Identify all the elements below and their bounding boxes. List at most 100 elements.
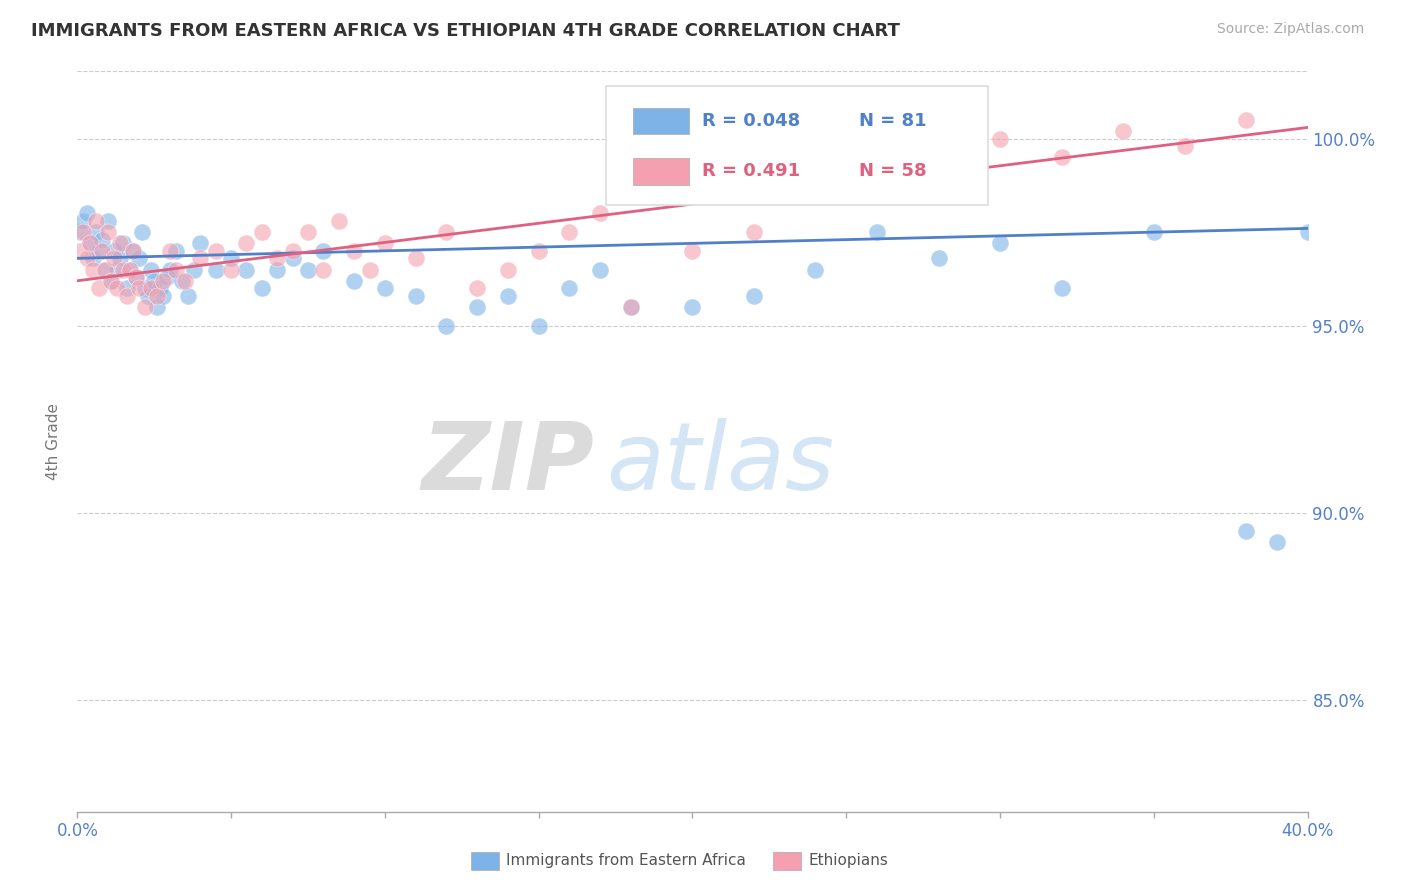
Point bbox=[1050, 281, 1073, 295]
Text: Ethiopians: Ethiopians bbox=[808, 854, 889, 868]
Point bbox=[281, 244, 304, 258]
Point bbox=[170, 274, 193, 288]
Point bbox=[204, 262, 226, 277]
Point bbox=[82, 252, 104, 266]
Point bbox=[128, 252, 150, 266]
Point bbox=[97, 225, 120, 239]
Point bbox=[103, 252, 125, 266]
Text: Immigrants from Eastern Africa: Immigrants from Eastern Africa bbox=[506, 854, 747, 868]
Point bbox=[1234, 524, 1257, 539]
Text: N = 58: N = 58 bbox=[859, 162, 927, 180]
Text: atlas: atlas bbox=[606, 418, 835, 509]
Point bbox=[1174, 139, 1197, 153]
Point bbox=[190, 252, 212, 266]
Point bbox=[112, 236, 135, 251]
Point bbox=[359, 262, 381, 277]
Point bbox=[76, 252, 98, 266]
Point bbox=[79, 236, 101, 251]
Point bbox=[121, 244, 143, 258]
Point bbox=[742, 225, 765, 239]
Point bbox=[558, 225, 581, 239]
Point bbox=[1265, 535, 1288, 549]
Point bbox=[94, 262, 117, 277]
Point bbox=[125, 270, 148, 285]
Point bbox=[152, 274, 174, 288]
Point bbox=[374, 236, 396, 251]
Point bbox=[250, 225, 273, 239]
Point bbox=[97, 214, 120, 228]
Point bbox=[146, 289, 169, 303]
Point bbox=[266, 252, 288, 266]
Y-axis label: 4th Grade: 4th Grade bbox=[46, 403, 62, 480]
Text: R = 0.491: R = 0.491 bbox=[703, 162, 800, 180]
Point bbox=[235, 236, 257, 251]
Point bbox=[143, 274, 166, 288]
Point bbox=[465, 281, 488, 295]
Point bbox=[465, 300, 488, 314]
Point bbox=[436, 318, 458, 333]
Point bbox=[527, 244, 550, 258]
Point bbox=[125, 270, 148, 285]
Point bbox=[118, 262, 141, 277]
Point bbox=[90, 244, 114, 258]
Point bbox=[69, 225, 91, 239]
Point bbox=[76, 206, 98, 220]
Point bbox=[527, 318, 550, 333]
Bar bbox=[634, 108, 689, 135]
Point bbox=[1112, 124, 1135, 138]
Point bbox=[118, 262, 141, 277]
Point bbox=[100, 274, 122, 288]
Point bbox=[72, 225, 94, 239]
Point bbox=[110, 236, 132, 251]
Point bbox=[405, 252, 427, 266]
Point bbox=[804, 262, 827, 277]
Point bbox=[804, 124, 827, 138]
Point bbox=[105, 262, 128, 277]
Point bbox=[928, 112, 950, 127]
Point bbox=[589, 262, 612, 277]
Point bbox=[328, 214, 350, 228]
Point bbox=[141, 262, 163, 277]
Point bbox=[866, 139, 889, 153]
Point bbox=[159, 262, 181, 277]
Point bbox=[866, 225, 889, 239]
Point bbox=[128, 281, 150, 295]
Bar bbox=[634, 158, 689, 185]
Point bbox=[136, 289, 159, 303]
Point bbox=[558, 281, 581, 295]
Point bbox=[103, 244, 125, 258]
Point bbox=[159, 244, 181, 258]
Point bbox=[149, 281, 172, 295]
Point bbox=[141, 281, 163, 295]
Point bbox=[87, 281, 110, 295]
Point bbox=[84, 214, 107, 228]
Point bbox=[134, 281, 156, 295]
Text: Source: ZipAtlas.com: Source: ZipAtlas.com bbox=[1216, 22, 1364, 37]
Text: IMMIGRANTS FROM EASTERN AFRICA VS ETHIOPIAN 4TH GRADE CORRELATION CHART: IMMIGRANTS FROM EASTERN AFRICA VS ETHIOP… bbox=[31, 22, 900, 40]
Point bbox=[90, 233, 114, 247]
Point bbox=[343, 244, 366, 258]
Point bbox=[131, 225, 153, 239]
Point bbox=[72, 214, 94, 228]
Point bbox=[297, 262, 319, 277]
Point bbox=[165, 244, 187, 258]
Point bbox=[94, 262, 117, 277]
Point bbox=[112, 262, 135, 277]
Point bbox=[87, 244, 110, 258]
Point bbox=[297, 225, 319, 239]
Point bbox=[1143, 225, 1166, 239]
Point bbox=[174, 274, 197, 288]
Point bbox=[620, 300, 643, 314]
Point bbox=[79, 236, 101, 251]
Point bbox=[405, 289, 427, 303]
Point bbox=[146, 300, 169, 314]
Point bbox=[82, 262, 104, 277]
Text: N = 81: N = 81 bbox=[859, 112, 927, 130]
Point bbox=[281, 252, 304, 266]
Point bbox=[177, 289, 200, 303]
Text: R = 0.048: R = 0.048 bbox=[703, 112, 800, 130]
Point bbox=[988, 131, 1011, 145]
Point bbox=[343, 274, 366, 288]
Point bbox=[219, 252, 242, 266]
Point bbox=[742, 289, 765, 303]
